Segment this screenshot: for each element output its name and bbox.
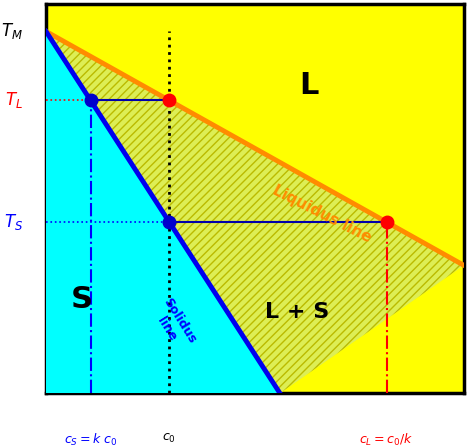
Text: L + S: L + S bbox=[264, 302, 329, 322]
Text: $T_S$: $T_S$ bbox=[4, 212, 23, 232]
Text: $c_L = c_0/k$: $c_L = c_0/k$ bbox=[359, 432, 414, 448]
Text: $T_M$: $T_M$ bbox=[1, 22, 23, 41]
Polygon shape bbox=[46, 31, 280, 393]
Text: L: L bbox=[300, 71, 319, 100]
Text: Solidus
line: Solidus line bbox=[148, 296, 199, 354]
Text: S: S bbox=[71, 285, 93, 314]
Polygon shape bbox=[46, 31, 280, 393]
Text: $c_0$: $c_0$ bbox=[162, 432, 176, 445]
Text: Liquidus line: Liquidus line bbox=[270, 183, 373, 246]
Text: $c_S = k\ c_0$: $c_S = k\ c_0$ bbox=[64, 432, 117, 448]
Polygon shape bbox=[46, 31, 464, 393]
Text: $T_L$: $T_L$ bbox=[5, 90, 23, 110]
